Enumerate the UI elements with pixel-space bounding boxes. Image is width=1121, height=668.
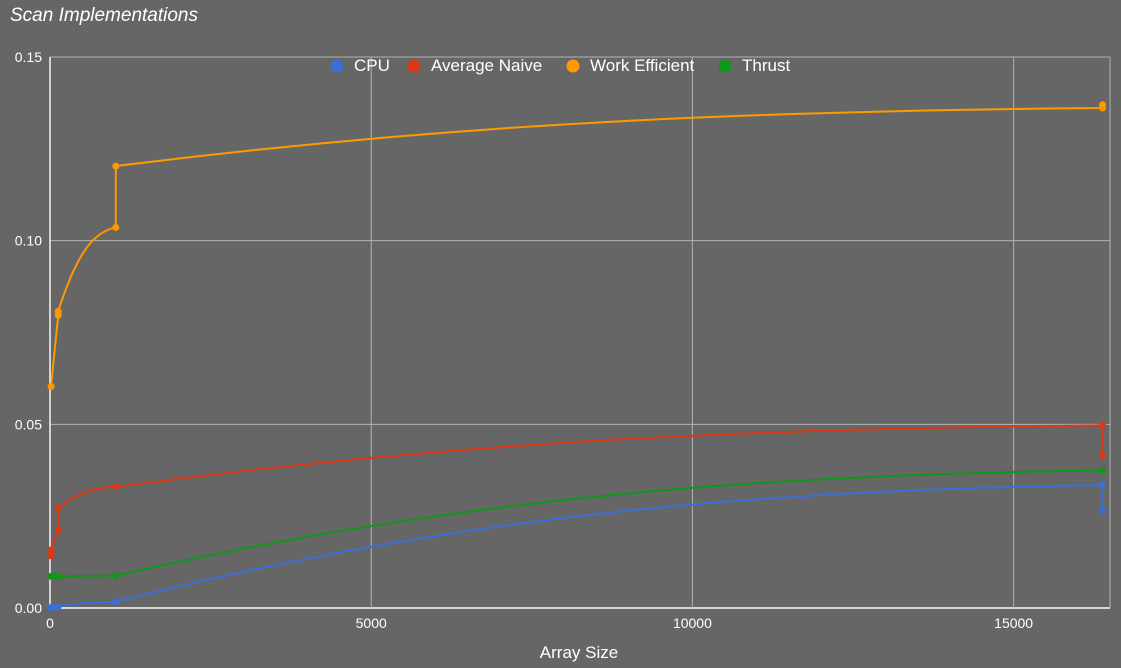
series-work-efficient <box>47 101 1107 390</box>
x-tick-label: 0 <box>46 615 54 631</box>
legend: CPU Average Naive Work Efficient Thrust <box>330 56 790 75</box>
series-line-cpu <box>50 483 1104 609</box>
legend-item-thrust: Thrust <box>718 56 790 75</box>
legend-marker <box>407 59 421 73</box>
legend-label: Work Efficient <box>590 56 695 75</box>
y-tick-label: 0.05 <box>15 416 42 432</box>
legend-label: Average Naive <box>431 56 542 75</box>
data-point <box>47 382 55 390</box>
gridlines <box>49 56 1111 609</box>
data-point <box>112 598 120 606</box>
data-point <box>48 603 56 611</box>
legend-item-cpu: CPU <box>330 56 390 75</box>
data-point <box>1099 421 1107 429</box>
data-point <box>1099 466 1107 474</box>
legend-marker <box>718 59 732 73</box>
data-point <box>54 603 62 611</box>
data-point <box>54 572 62 580</box>
x-axis-ticks: 0 5000 10000 15000 <box>46 615 1033 631</box>
data-point <box>54 504 62 512</box>
data-point <box>1099 507 1107 515</box>
legend-marker <box>330 59 344 73</box>
data-point <box>112 223 120 231</box>
x-tick-label: 5000 <box>356 615 387 631</box>
legend-item-average-naive: Average Naive <box>407 56 542 75</box>
legend-label: Thrust <box>742 56 790 75</box>
series-cpu <box>47 481 1107 612</box>
x-axis-title: Array Size <box>540 643 618 662</box>
series-average-naive <box>47 421 1107 560</box>
y-axis-ticks: 0.00 0.05 0.10 0.15 <box>15 49 42 616</box>
series-layer <box>47 101 1107 612</box>
x-tick-label: 15000 <box>994 615 1033 631</box>
data-point <box>112 162 120 170</box>
chart-title: Scan Implementations <box>10 5 198 26</box>
x-tick-label: 10000 <box>673 615 712 631</box>
data-point <box>1099 481 1107 489</box>
series-line-work-efficient <box>50 104 1104 387</box>
y-tick-label: 0.00 <box>15 600 42 616</box>
legend-item-work-efficient: Work Efficient <box>566 56 695 75</box>
legend-label: CPU <box>354 56 390 75</box>
series-line-thrust <box>50 469 1103 578</box>
data-point <box>47 546 55 554</box>
y-tick-label: 0.15 <box>15 49 42 65</box>
data-point <box>112 572 120 580</box>
data-point <box>1099 452 1107 460</box>
series-thrust <box>47 466 1107 580</box>
data-point <box>112 483 120 491</box>
series-line-average-naive <box>50 424 1104 556</box>
data-point <box>54 307 62 315</box>
data-point <box>54 526 62 534</box>
y-tick-label: 0.10 <box>15 233 42 249</box>
data-point <box>1099 101 1107 109</box>
legend-marker <box>566 59 580 73</box>
data-point <box>47 552 55 560</box>
